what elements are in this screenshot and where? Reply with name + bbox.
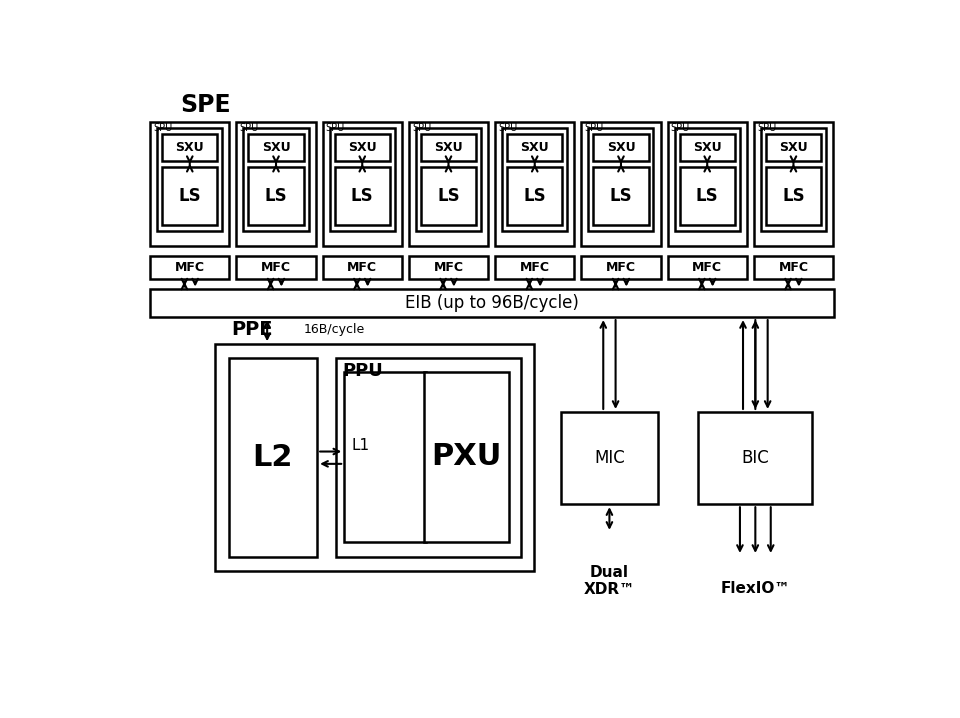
Bar [507,134,563,161]
Text: LS: LS [782,187,804,205]
Bar [150,289,834,317]
Text: MFC: MFC [348,261,377,274]
Bar [766,134,821,161]
Bar [329,128,395,231]
Text: SPU: SPU [585,123,604,133]
Text: SPU: SPU [325,123,345,133]
Bar [754,256,833,279]
Text: SXU: SXU [262,141,290,154]
Text: L2: L2 [252,443,293,472]
Bar [667,256,747,279]
Text: L1: L1 [352,438,370,453]
Bar [336,358,521,557]
Bar [162,167,217,225]
Text: MFC: MFC [779,261,808,274]
Bar [162,134,217,161]
Bar [244,128,308,231]
Text: SXU: SXU [434,141,463,154]
Text: MFC: MFC [692,261,722,274]
Bar [335,167,390,225]
Text: SXU: SXU [780,141,807,154]
Bar [495,121,574,246]
Bar [335,134,390,161]
Text: SXU: SXU [693,141,722,154]
Text: PPE: PPE [231,320,274,340]
Bar [236,121,316,246]
Bar [495,256,574,279]
Bar [754,121,833,246]
Text: MFC: MFC [434,261,464,274]
Bar [562,412,658,504]
Bar [675,128,740,231]
Text: SXU: SXU [348,141,376,154]
Bar [680,167,734,225]
Bar [150,256,229,279]
Bar [680,134,734,161]
Text: LS: LS [610,187,633,205]
Bar [667,121,747,246]
Bar [698,412,812,504]
Text: SPU: SPU [154,123,173,133]
Text: SPU: SPU [239,123,258,133]
Text: 16B/cycle: 16B/cycle [303,323,365,336]
Text: LS: LS [696,187,718,205]
Bar [323,256,402,279]
Text: SXU: SXU [176,141,204,154]
Bar [424,372,509,542]
Bar [249,134,303,161]
Bar [228,358,317,557]
Bar [420,167,476,225]
Bar [157,128,223,231]
Text: LS: LS [351,187,373,205]
Text: SXU: SXU [607,141,636,154]
Text: SPU: SPU [412,123,431,133]
Bar [409,121,488,246]
Text: MIC: MIC [594,449,625,467]
Bar [582,121,660,246]
Text: FlexIO™: FlexIO™ [721,582,790,597]
Text: MFC: MFC [261,261,291,274]
Bar [215,344,535,572]
Bar [502,128,567,231]
Text: SPU: SPU [671,123,690,133]
Bar [420,134,476,161]
Bar [236,256,316,279]
Bar [323,121,402,246]
Bar [593,134,649,161]
Bar [593,167,649,225]
Bar [344,372,426,542]
Text: SPU: SPU [756,123,776,133]
Text: PXU: PXU [431,442,502,472]
Text: MFC: MFC [519,261,550,274]
Bar [150,121,229,246]
Text: MFC: MFC [175,261,204,274]
Bar [416,128,481,231]
Text: Dual
XDR™: Dual XDR™ [584,565,636,597]
Text: LS: LS [523,187,546,205]
Text: PPU: PPU [343,362,383,380]
Text: SPU: SPU [498,123,517,133]
Text: LS: LS [179,187,201,205]
Bar [761,128,826,231]
Text: EIB (up to 96B/cycle): EIB (up to 96B/cycle) [405,294,579,312]
Bar [409,256,488,279]
Text: LS: LS [265,187,287,205]
Bar [766,167,821,225]
Text: BIC: BIC [741,449,769,467]
Bar [582,256,660,279]
Text: SXU: SXU [520,141,549,154]
Bar [249,167,303,225]
Bar [507,167,563,225]
Bar [588,128,654,231]
Text: MFC: MFC [606,261,636,274]
Text: SPE: SPE [180,93,230,118]
Text: LS: LS [437,187,460,205]
